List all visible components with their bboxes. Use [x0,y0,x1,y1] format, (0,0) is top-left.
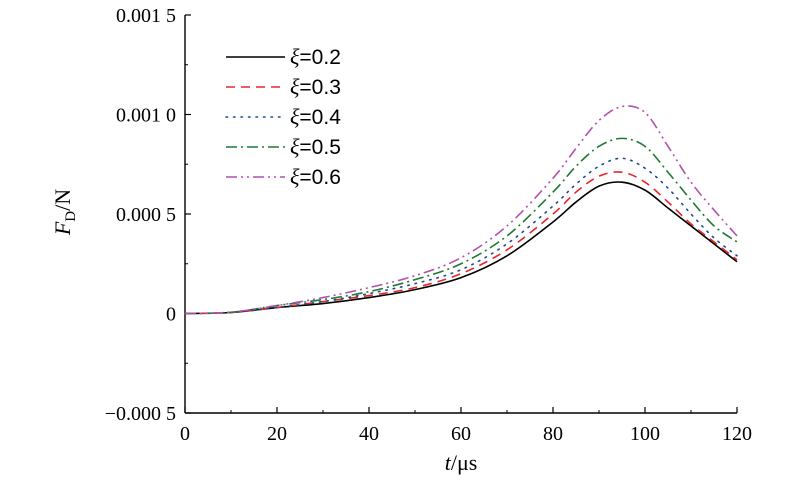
y-axis-subscript: D [63,211,79,222]
x-tick-label: 0 [180,423,190,445]
x-tick-label: 40 [359,423,379,445]
y-tick-label: 0.001 5 [116,5,176,27]
series-line [184,137,738,315]
x-tick-label: 20 [267,423,287,445]
series-line [184,181,738,315]
y-tick-label: −0.000 5 [105,403,176,425]
legend-entry: ξ=0.4 [290,104,341,129]
legend: ξ=0.2 ξ=0.3 ξ=0.4 ξ=0.5 ξ=0.6 [225,44,341,189]
legend-entry: ξ=0.2 [290,44,341,69]
x-axis-variable: t [445,450,452,475]
legend-entry: ξ=0.6 [290,164,341,189]
legend-entry: ξ=0.3 [290,74,341,99]
series-line [184,105,738,315]
y-tick-label: 0 [166,304,176,326]
axes: 0 20 40 60 80 100 120−0.000 500.000 50.001 00.… [105,5,752,445]
x-tick-label: 120 [722,423,752,445]
legend-entry: ξ=0.5 [290,134,341,159]
x-tick-label: 100 [630,423,660,445]
x-tick-label: 80 [543,423,563,445]
y-axis-unit: /N [50,189,75,211]
x-axis-label: t/μs [445,450,478,475]
y-axis-variable: F [50,221,75,236]
y-tick-label: 0.001 0 [116,105,176,127]
x-tick-label: 60 [451,423,471,445]
series-line [184,171,738,315]
y-axis-label: FD/N [50,189,79,236]
y-tick-label: 0.000 5 [116,204,176,226]
series-line [184,157,738,315]
x-axis-unit: /μs [451,450,477,475]
plot-lines [184,105,738,315]
